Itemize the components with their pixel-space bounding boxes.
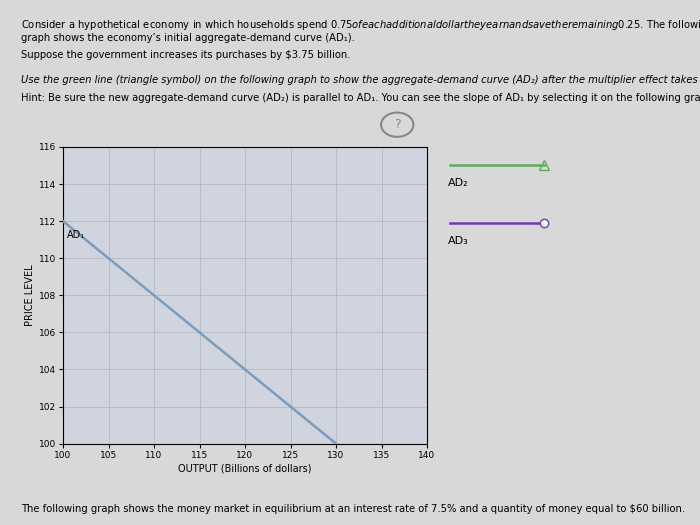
Text: AD₂: AD₂: [448, 178, 468, 188]
Text: Suppose the government increases its purchases by $3.75 billion.: Suppose the government increases its pur…: [21, 50, 351, 60]
Text: ?: ?: [394, 118, 400, 131]
Text: AD₃: AD₃: [448, 236, 469, 246]
Text: Use the green line (triangle symbol) on the following graph to show the aggregat: Use the green line (triangle symbol) on …: [21, 75, 700, 85]
Text: Consider a hypothetical economy in which households spend $0.75 of each addition: Consider a hypothetical economy in which…: [21, 18, 700, 33]
X-axis label: OUTPUT (Billions of dollars): OUTPUT (Billions of dollars): [178, 464, 312, 474]
Text: graph shows the economy’s initial aggregate-demand curve (AD₁).: graph shows the economy’s initial aggreg…: [21, 33, 355, 43]
Text: The following graph shows the money market in equilibrium at an interest rate of: The following graph shows the money mark…: [21, 504, 685, 514]
Text: AD₁: AD₁: [66, 230, 85, 240]
Text: Hint: Be sure the new aggregate-demand curve (AD₂) is parallel to AD₁. You can s: Hint: Be sure the new aggregate-demand c…: [21, 93, 700, 103]
Y-axis label: PRICE LEVEL: PRICE LEVEL: [25, 265, 34, 326]
